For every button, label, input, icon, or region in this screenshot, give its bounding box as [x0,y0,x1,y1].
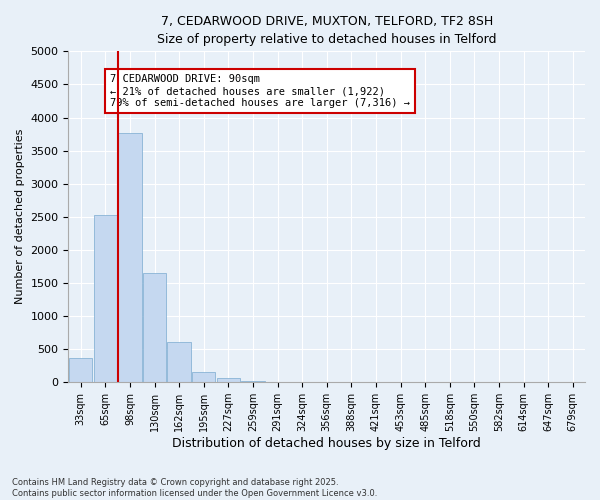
Y-axis label: Number of detached properties: Number of detached properties [15,129,25,304]
Title: 7, CEDARWOOD DRIVE, MUXTON, TELFORD, TF2 8SH
Size of property relative to detach: 7, CEDARWOOD DRIVE, MUXTON, TELFORD, TF2… [157,15,496,46]
Text: Contains HM Land Registry data © Crown copyright and database right 2025.
Contai: Contains HM Land Registry data © Crown c… [12,478,377,498]
Bar [94,215,117,382]
Bar [192,372,215,382]
Bar [167,342,191,382]
Bar [217,378,240,382]
Bar [241,381,265,382]
Bar [69,358,92,382]
Bar [143,273,166,382]
Bar [118,132,142,382]
Text: 7 CEDARWOOD DRIVE: 90sqm
← 21% of detached houses are smaller (1,922)
79% of sem: 7 CEDARWOOD DRIVE: 90sqm ← 21% of detach… [110,74,410,108]
X-axis label: Distribution of detached houses by size in Telford: Distribution of detached houses by size … [172,437,481,450]
